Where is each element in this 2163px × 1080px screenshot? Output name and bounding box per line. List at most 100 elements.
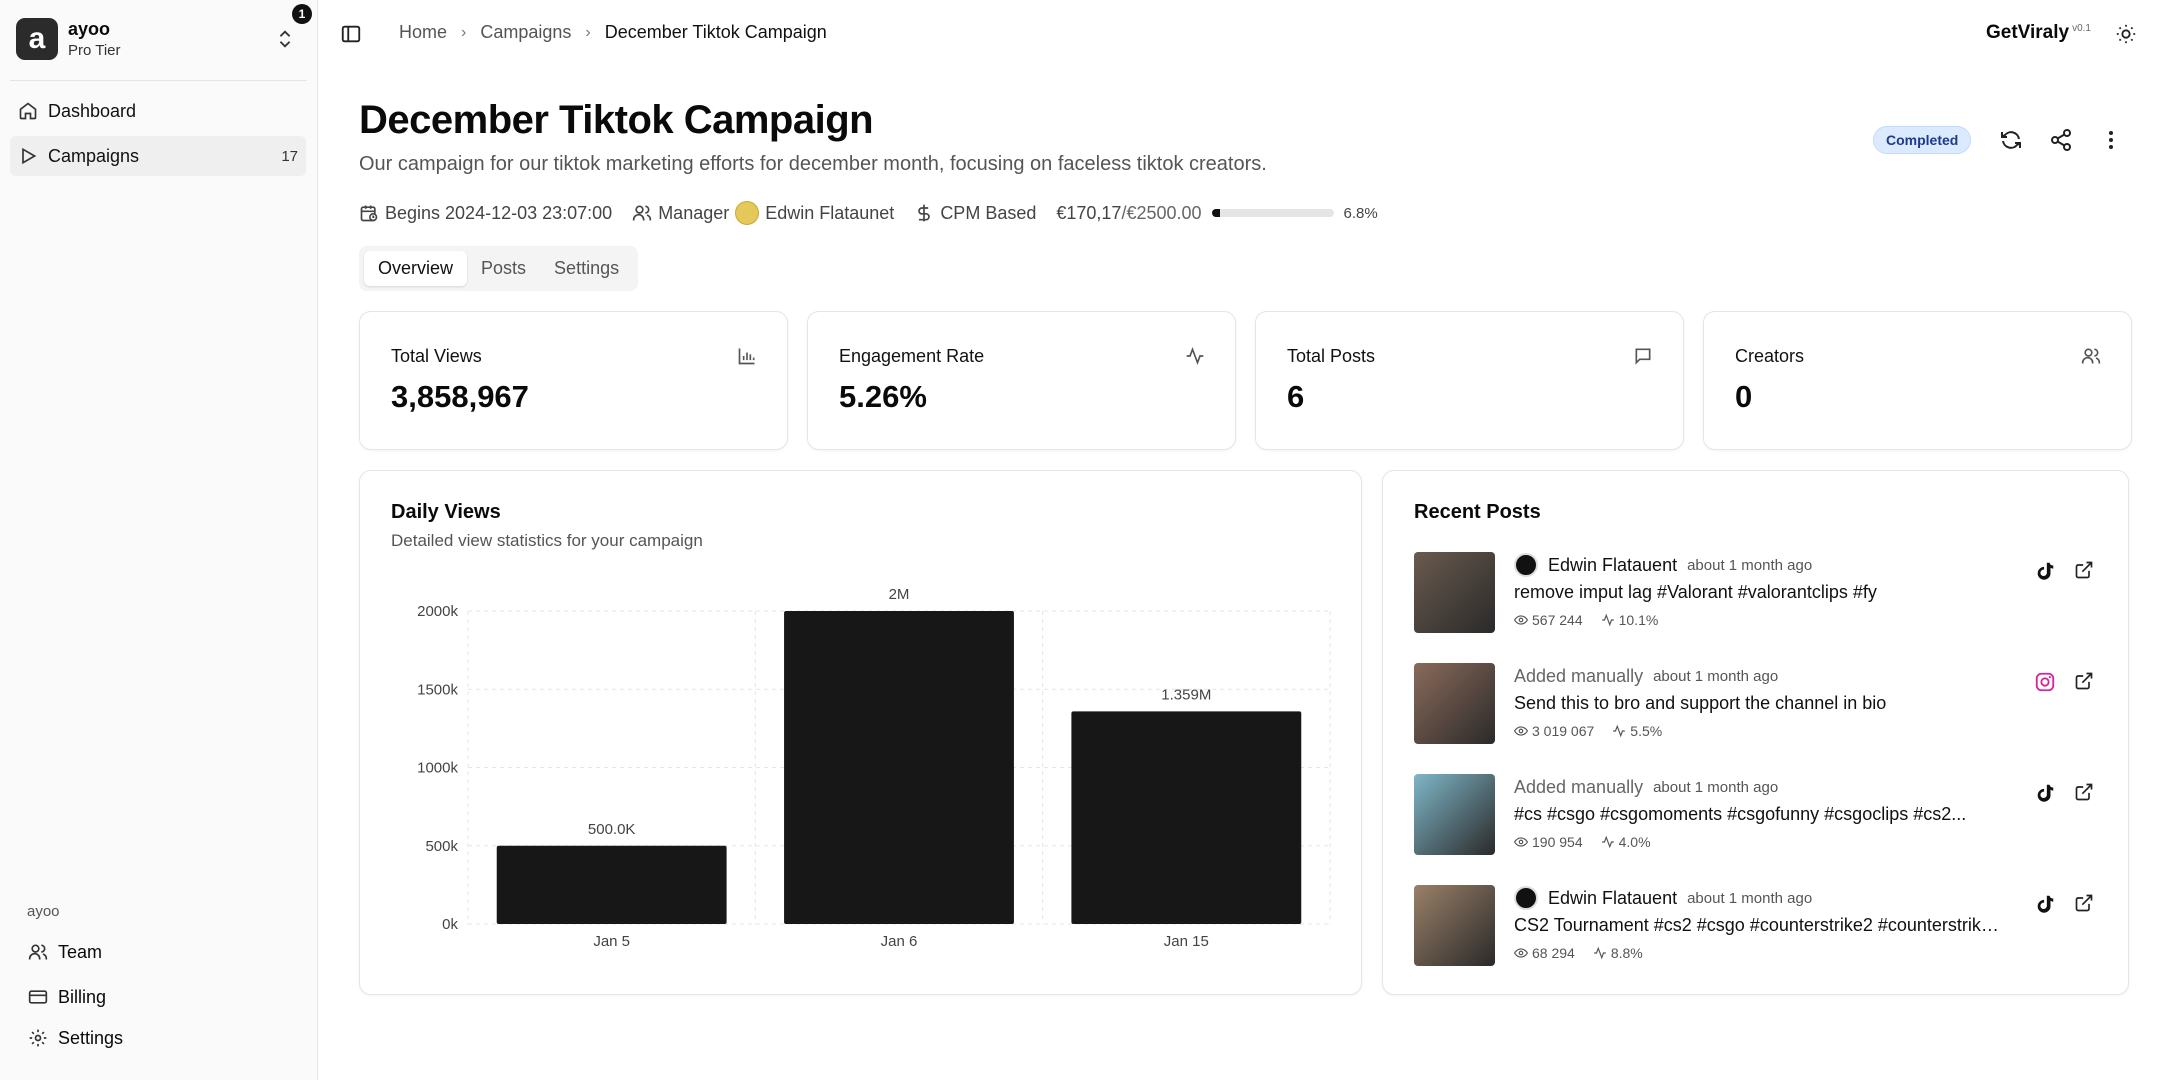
- post-views: 3 019 067: [1532, 723, 1595, 739]
- org-name: ayoo: [68, 19, 111, 39]
- org-switcher[interactable]: a ayoo Pro Tier: [16, 14, 302, 64]
- instagram-icon[interactable]: [2034, 671, 2056, 693]
- post-header: Edwin Flatauent about 1 month ago: [1514, 885, 1812, 911]
- status-badge: Completed: [1873, 126, 1972, 154]
- x-tick-label: Jan 6: [881, 933, 918, 950]
- external-link-icon[interactable]: [2074, 782, 2094, 802]
- chevron-right-icon: ›: [461, 23, 467, 41]
- sidebar-item-billing[interactable]: Billing: [18, 979, 308, 1015]
- daily-views-card: Daily Views Detailed view statistics for…: [359, 470, 1362, 995]
- stat-value: 3,858,967: [391, 379, 529, 414]
- sidebar-item-label: Dashboard: [48, 100, 137, 121]
- chevron-right-icon: ›: [585, 23, 591, 41]
- activity-icon: [1601, 613, 1614, 627]
- list-item[interactable]: Edwin Flatauent about 1 month ago CS2 Tour…: [1414, 885, 2094, 967]
- post-thumbnail[interactable]: [1414, 552, 1495, 633]
- data-label: 500.0K: [588, 821, 636, 838]
- external-link-icon[interactable]: [2074, 893, 2094, 913]
- chart-bar: [496, 845, 727, 924]
- sidebar-item-campaigns[interactable]: Campaigns 17: [10, 136, 306, 176]
- sidebar-item-label: Settings: [58, 1027, 124, 1048]
- y-tick-label: 500k: [425, 838, 458, 855]
- budget-amount: €170,17/€2500.00: [1056, 202, 1202, 223]
- sidebar-divider: [10, 80, 307, 81]
- post-caption: #cs #csgo #csgomoments #csgofunny #csgoc…: [1514, 804, 1967, 824]
- eye-icon: [1514, 948, 1528, 958]
- post-engagement: 10.1%: [1618, 612, 1659, 628]
- sidebar: a ayoo Pro Tier 1 Dashboard Campaigns 17…: [0, 0, 318, 1080]
- sidebar-item-label: Billing: [58, 986, 107, 1007]
- chart-bar: [784, 611, 1014, 924]
- post-engagement: 4.0%: [1618, 834, 1651, 850]
- sidebar-item-settings[interactable]: Settings: [18, 1020, 308, 1056]
- post-time: about 1 month ago: [1687, 556, 1813, 574]
- users-icon: [633, 205, 652, 221]
- post-time: about 1 month ago: [1653, 667, 1779, 685]
- post-caption: remove imput lag #Valorant #valorantclip…: [1514, 582, 1877, 602]
- org-tier: Pro Tier: [68, 42, 121, 59]
- activity-icon: [1613, 724, 1626, 738]
- post-thumbnail[interactable]: [1414, 774, 1495, 855]
- breadcrumb-current: December Tiktok Campaign: [604, 22, 827, 42]
- external-link-icon[interactable]: [2074, 671, 2094, 691]
- activity-icon: [1186, 346, 1204, 366]
- bar-chart-icon: [738, 348, 755, 365]
- avatar: [1514, 553, 1538, 577]
- post-header: Added manually about 1 month ago: [1514, 663, 1778, 689]
- brand-version: v0.1: [2072, 22, 2091, 34]
- external-link-icon[interactable]: [2074, 560, 2094, 580]
- post-thumbnail[interactable]: [1414, 663, 1495, 744]
- stat-label: Total Views: [391, 346, 482, 366]
- refresh-icon[interactable]: [1999, 128, 2023, 152]
- tiktok-icon[interactable]: [2034, 782, 2056, 804]
- sun-icon[interactable]: [2115, 23, 2137, 45]
- stat-label: Total Posts: [1287, 346, 1376, 366]
- list-item[interactable]: Added manually about 1 month ago #cs #csgo…: [1414, 774, 2094, 856]
- top-bar: Home › Campaigns › December Tiktok Campa…: [318, 0, 2163, 68]
- post-views: 190 954: [1532, 834, 1583, 850]
- y-tick-label: 1000k: [417, 760, 458, 777]
- card-title: Daily Views: [391, 501, 501, 523]
- tiktok-icon[interactable]: [2034, 893, 2056, 915]
- post-engagement: 5.5%: [1630, 723, 1663, 739]
- breadcrumb: Home › Campaigns › December Tiktok Campa…: [399, 22, 827, 43]
- share-icon[interactable]: [2049, 128, 2073, 152]
- daily-views-chart: 0k 500k 1000k 1500k 2000k 500.0K Jan 5 2M Jan 6 1…: [417, 586, 1331, 950]
- avatar: [1514, 886, 1538, 910]
- list-item[interactable]: Added manually about 1 month ago Send this…: [1414, 663, 2094, 745]
- post-author: Added manually: [1514, 665, 1644, 686]
- post-caption: CS2 Tournament #cs2 #csgo #counterstrike…: [1514, 915, 2004, 935]
- chevrons-up-down-icon[interactable]: [274, 28, 296, 50]
- tab-list: Overview Posts Settings: [359, 246, 639, 291]
- tab-posts[interactable]: Posts: [481, 258, 527, 278]
- more-vertical-icon[interactable]: [2099, 128, 2123, 152]
- tab-overview[interactable]: Overview: [364, 251, 468, 286]
- breadcrumb-campaigns[interactable]: Campaigns: [480, 22, 572, 42]
- post-stats: 190 954 4.0%: [1514, 834, 1651, 850]
- tab-settings[interactable]: Settings: [554, 258, 620, 278]
- brand-name: GetViraly: [1986, 22, 2070, 43]
- org-logo: a: [16, 18, 58, 60]
- stat-card-creators: Creators 0: [1703, 311, 2132, 450]
- tiktok-icon[interactable]: [2034, 560, 2056, 582]
- budget-progress: €170,17/€2500.00 6.8%: [1056, 203, 1377, 224]
- sidebar-toggle-icon[interactable]: [340, 23, 362, 45]
- sidebar-item-dashboard[interactable]: Dashboard: [10, 91, 306, 131]
- activity-icon: [1601, 835, 1614, 849]
- post-views: 567 244: [1532, 612, 1583, 628]
- data-label: 2M: [889, 586, 910, 603]
- y-tick-label: 2000k: [417, 603, 458, 620]
- recent-posts-card: Recent Posts Edwin Flatauent about 1 mont…: [1382, 470, 2129, 995]
- y-tick-label: 0k: [442, 916, 458, 933]
- breadcrumb-home[interactable]: Home: [399, 22, 448, 42]
- sidebar-group-label: ayoo: [27, 903, 60, 920]
- y-tick-label: 1500k: [417, 681, 458, 698]
- manager-name[interactable]: Edwin Flataunet: [765, 202, 895, 223]
- notification-badge[interactable]: 1: [292, 4, 312, 24]
- list-item[interactable]: Edwin Flatauent about 1 month ago remove i…: [1414, 552, 2094, 634]
- users-icon: [2081, 348, 2101, 364]
- post-thumbnail[interactable]: [1414, 885, 1495, 966]
- stat-label: Engagement Rate: [839, 346, 985, 366]
- avatar: [735, 201, 760, 225]
- sidebar-item-team[interactable]: Team: [18, 934, 308, 970]
